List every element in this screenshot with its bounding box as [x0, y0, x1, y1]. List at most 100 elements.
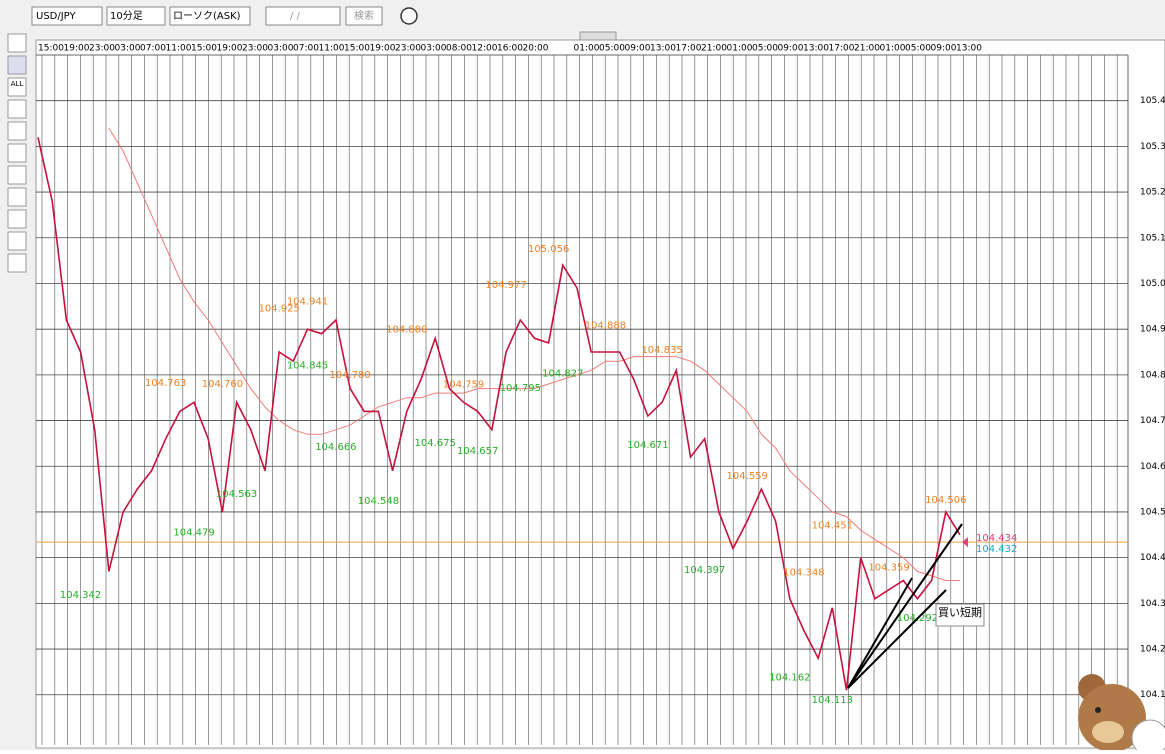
x-tick-label: 15:00 [344, 44, 370, 54]
low-label: 104.795 [500, 383, 541, 394]
date: / / [290, 11, 301, 22]
y-tick-label: 104.10 [1140, 690, 1165, 700]
tool-print[interactable] [7, 231, 27, 251]
high-label: 104.759 [443, 380, 484, 391]
x-tick-label: 09:00 [931, 44, 957, 54]
info-button[interactable] [400, 7, 418, 25]
tool-zoom-in[interactable] [7, 99, 27, 119]
moving-average [108, 127, 960, 581]
x-tick-label: 21:00 [854, 44, 880, 54]
chart-type-select[interactable] [169, 6, 251, 26]
x-tick-label: 01:00 [574, 44, 600, 54]
tool-settings[interactable] [7, 187, 27, 207]
symbol: USD/JPY [36, 11, 76, 22]
x-tick-label: 23:00 [242, 44, 268, 54]
drawing-label-box [935, 603, 985, 627]
y-tick-label: 105.30 [1140, 142, 1165, 152]
low-label: 104.845 [287, 360, 328, 371]
y-tick-label: 105.40 [1140, 96, 1165, 106]
x-tick-label: 01:00 [880, 44, 906, 54]
x-tick-label: 01:00 [727, 44, 753, 54]
trend-line [847, 577, 913, 689]
tool-column: ALL [7, 33, 27, 273]
price-label: 104.434 [976, 533, 1017, 544]
y-tick-label: 105.00 [1140, 279, 1165, 289]
price-line-series [37, 137, 961, 691]
symbol-select[interactable] [31, 6, 103, 26]
high-label: 104.941 [287, 296, 328, 307]
x-tick-label: 03:00 [268, 44, 294, 54]
y-tick-label: 104.30 [1140, 599, 1165, 609]
high-label: 104.880 [386, 324, 427, 335]
x-tick-label: 23:00 [395, 44, 421, 54]
x-tick-label: 05:00 [752, 44, 778, 54]
price-label: 104.432 [976, 544, 1017, 555]
tool-pointer[interactable] [7, 33, 27, 53]
x-tick-label: 13:00 [956, 44, 982, 54]
chart-panel [35, 39, 1165, 749]
low-label: 104.657 [457, 446, 498, 457]
x-tick-label: 07:00 [293, 44, 319, 54]
drawing-label: 買い短期 [938, 605, 982, 619]
high-label: 104.977 [485, 280, 526, 291]
high-label: 104.925 [258, 304, 299, 315]
plot: 15:00 19:00 23:00 03:00 07:00 11:00 15:00 19:00… [36, 44, 1165, 706]
low-label: 104.548 [358, 496, 399, 507]
x-tick-label: 13:00 [650, 44, 676, 54]
x-tick-label: 19:00 [64, 44, 90, 54]
x-tick-label: 11:00 [319, 44, 345, 54]
y-tick-label: 104.20 [1140, 645, 1165, 655]
high-label: 104.559 [727, 471, 768, 482]
high-label: 104.760 [202, 379, 243, 390]
timeframe-select[interactable] [106, 6, 166, 26]
y-tick-label: 104.60 [1140, 462, 1165, 472]
date-input[interactable] [265, 6, 341, 26]
high-label: 104.780 [329, 370, 370, 381]
x-tick-label: 17:00 [829, 44, 855, 54]
collapse-tab[interactable] [579, 31, 617, 41]
y-tick-label: 104.80 [1140, 370, 1165, 380]
y-tick-label: 105.20 [1140, 188, 1165, 198]
tool-indicator[interactable] [7, 143, 27, 163]
tool-draw[interactable] [7, 55, 27, 75]
mascot-eye [1095, 707, 1101, 713]
vertical-grid [41, 55, 1118, 745]
low-label: 104.397 [684, 565, 725, 576]
tool-view[interactable] [7, 209, 27, 229]
high-label: 104.888 [585, 321, 626, 332]
chart-type: ローソク(ASK) [173, 10, 241, 22]
low-label: 104.666 [315, 442, 356, 453]
trend-lines: 買い短期 [847, 523, 985, 689]
x-tick-label: 16:00 [497, 44, 523, 54]
tool-zoom-out[interactable] [7, 121, 27, 141]
x-tick-label: 07:00 [140, 44, 166, 54]
tool-table[interactable] [7, 253, 27, 273]
search-button[interactable] [345, 6, 383, 26]
x-tick-label: 09:00 [778, 44, 804, 54]
high-label: 104.506 [925, 495, 966, 506]
tool-erase-all[interactable] [7, 77, 27, 97]
x-tick-label: 23:00 [89, 44, 115, 54]
search-label: 検索 [354, 9, 374, 22]
x-tick-label: 05:00 [905, 44, 931, 54]
y-tick-label: 104.40 [1140, 553, 1165, 563]
x-tick-label: 17:00 [676, 44, 702, 54]
low-label: 104.162 [769, 672, 810, 683]
low-label: 104.342 [60, 590, 101, 601]
price-marker [962, 537, 968, 548]
tool-values[interactable] [7, 165, 27, 185]
high-label: 104.451 [812, 520, 853, 531]
x-tick-label: 21:00 [701, 44, 727, 54]
y-tick-label: 105.10 [1140, 233, 1165, 243]
high-label: 104.763 [145, 378, 186, 389]
x-tick-label: 03:00 [115, 44, 141, 54]
low-label: 104.827 [542, 369, 583, 380]
high-label: 104.359 [868, 562, 909, 573]
y-tick-label: 104.90 [1140, 325, 1165, 335]
mascot-clock [1131, 719, 1165, 754]
x-tick-label: 09:00 [625, 44, 651, 54]
tool-all-label: ALL [11, 80, 24, 88]
x-tick-label: 08:00 [446, 44, 472, 54]
